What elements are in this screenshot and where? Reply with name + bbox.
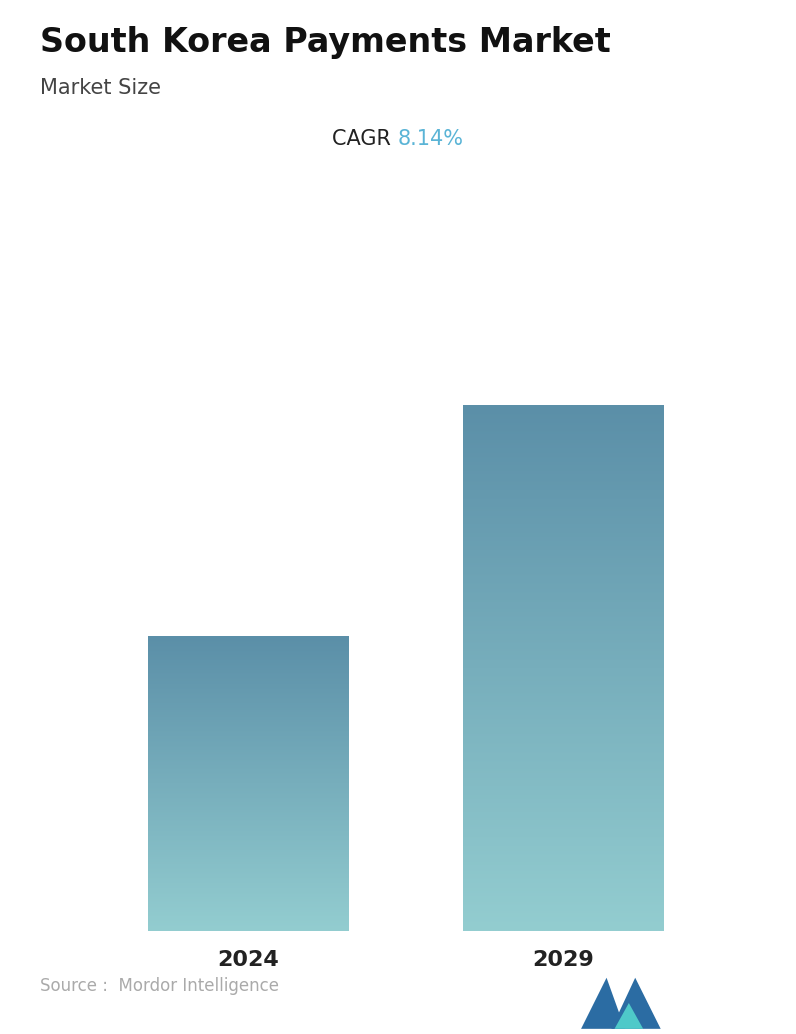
Text: South Korea Payments Market: South Korea Payments Market [40, 26, 611, 59]
Text: Market Size: Market Size [40, 78, 161, 97]
Text: Source :  Mordor Intelligence: Source : Mordor Intelligence [40, 977, 279, 995]
Text: 8.14%: 8.14% [398, 129, 464, 149]
Text: CAGR: CAGR [333, 129, 398, 149]
